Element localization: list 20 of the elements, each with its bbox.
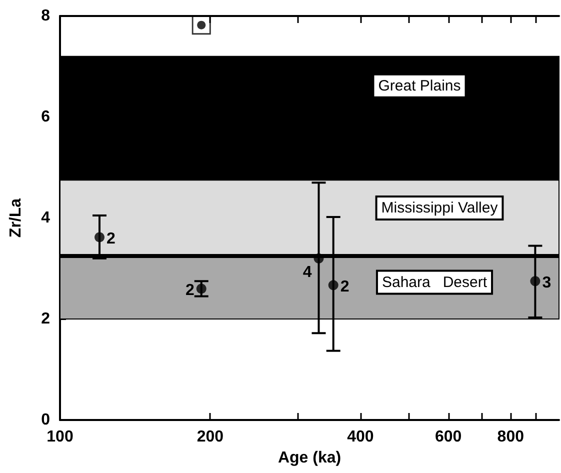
x-tick-label: 800 (497, 428, 524, 446)
annotation: 2 (185, 282, 194, 300)
annotation: 2 (340, 278, 350, 296)
y-tick-label: 8 (41, 8, 50, 24)
band-label: Sahara Desert (382, 274, 488, 291)
x-tick-label: 400 (347, 428, 374, 446)
band-label: Great Plains (378, 77, 461, 94)
y-axis-title: Zr/La (8, 198, 24, 238)
x-axis-title: Age (ka) (278, 450, 342, 466)
annotation: 2 (106, 230, 116, 248)
band-label: Mississippi Valley (381, 200, 498, 217)
x-tick-label: 100 (46, 428, 74, 446)
x-tick-label: 200 (196, 428, 224, 446)
x-tick-label: 600 (434, 428, 462, 446)
y-tick-label: 4 (41, 210, 50, 226)
y-tick-label: 2 (41, 310, 50, 328)
y-tick-label: 0 (41, 412, 50, 428)
annotation: 4 (302, 264, 312, 281)
annotation: 3 (542, 274, 552, 292)
y-tick-label: 6 (41, 108, 50, 126)
